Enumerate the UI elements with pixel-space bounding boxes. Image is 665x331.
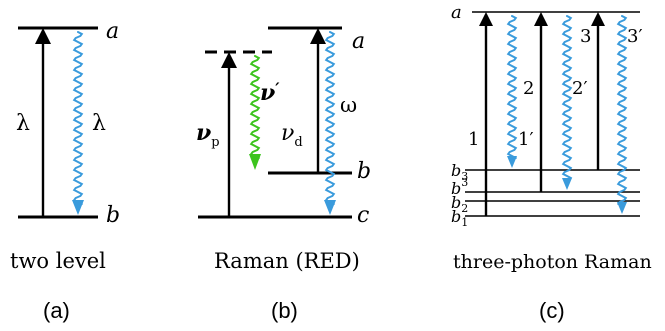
panel-label-b: (b) — [271, 298, 298, 323]
absorption-label-c3: 3 — [580, 26, 591, 47]
panel-label-a: (a) — [43, 298, 70, 323]
caption-c: three-photon Raman — [453, 251, 652, 273]
emission-wave-c3 — [616, 15, 628, 205]
emission-wave-c2 — [561, 15, 573, 181]
emission-symbol-a: λ — [92, 111, 106, 136]
absorption-arrowhead-c3 — [591, 12, 605, 26]
emission-arrowhead-a — [72, 200, 84, 215]
stokes-arrowhead-b — [249, 154, 261, 170]
caption-a: two level — [10, 249, 106, 273]
drive-arrowhead-b — [310, 28, 326, 44]
level-label-c-top: a — [451, 2, 462, 23]
emission-label-c1: 1′ — [518, 129, 534, 150]
absorption-arrowhead-c2 — [534, 12, 548, 26]
emission-symbol-b: ω — [340, 93, 357, 117]
pump-symbol-b: νp — [196, 120, 220, 150]
absorption-arrowhead-c1 — [479, 12, 493, 26]
sublevel-label-c-1: b3 — [451, 161, 468, 183]
stokes-symbol-b: ν′ — [260, 79, 280, 106]
emission-label-c2: 2′ — [572, 78, 588, 99]
emission-wave-a — [72, 31, 84, 205]
level-label-a-lower: b — [106, 203, 120, 228]
panel-b: a b c νp ν′ νd ω Raman (RED) (b) — [196, 26, 371, 323]
panel-c: a b3 b3 b2 b1 1 2 3 1′ 2′ 3′ three-photo… — [451, 2, 652, 323]
caption-b: Raman (RED) — [214, 249, 360, 273]
emission-arrowhead-c3 — [617, 202, 627, 214]
absorption-arrowhead-a — [35, 28, 51, 44]
emission-arrowhead-c1 — [507, 156, 517, 168]
sublevel-label-c-2: b3 — [451, 176, 468, 198]
stokes-wave-b — [249, 55, 261, 159]
level-label-b-bottom: c — [357, 203, 369, 228]
panel-a: a b λ λ two level (a) — [10, 19, 120, 323]
panel-label-c: (c) — [539, 298, 565, 323]
sublevel-label-c-4: b1 — [451, 207, 468, 229]
level-label-b-mid: b — [357, 159, 371, 184]
emission-arrowhead-b — [324, 200, 336, 215]
absorption-label-c2: 2 — [523, 78, 534, 99]
absorption-symbol-a: λ — [16, 111, 30, 136]
emission-wave-b — [324, 31, 336, 205]
drive-symbol-b: νd — [281, 121, 303, 150]
emission-label-c3: 3′ — [627, 26, 643, 47]
emission-wave-c1 — [506, 15, 518, 159]
emission-arrowhead-c2 — [562, 178, 572, 190]
sublevel-label-c-3: b2 — [451, 193, 468, 215]
pump-arrowhead-b — [221, 52, 237, 68]
level-label-a-upper: a — [106, 19, 119, 44]
absorption-label-c1: 1 — [468, 129, 479, 150]
level-label-b-top: a — [352, 29, 365, 54]
